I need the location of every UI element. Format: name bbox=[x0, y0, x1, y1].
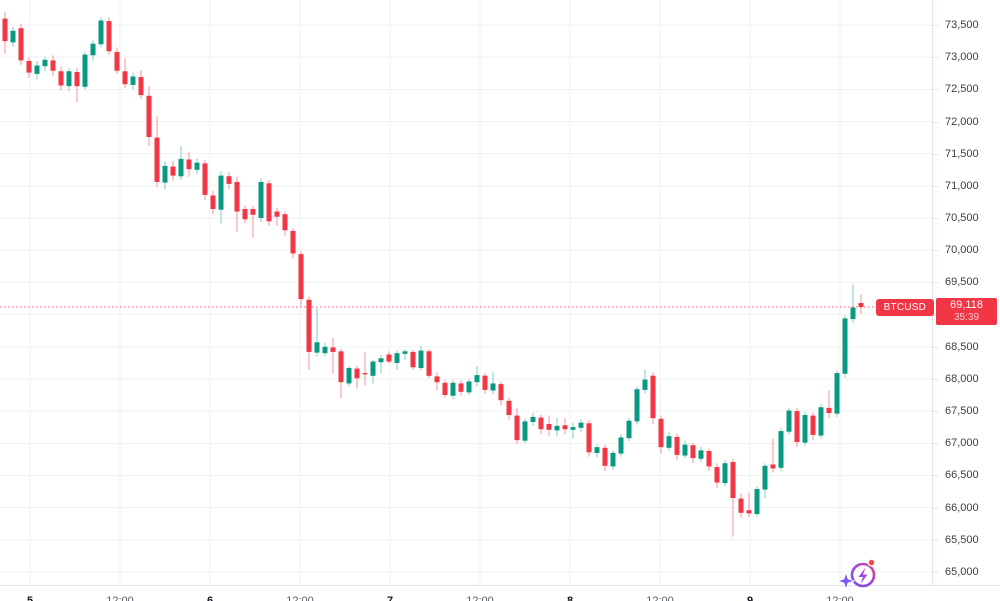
price-tick-mark bbox=[933, 315, 938, 316]
candlestick-chart[interactable] bbox=[0, 0, 932, 600]
time-tick-label: 12:00 bbox=[826, 595, 854, 601]
price-tick-label: 65,500 bbox=[945, 534, 979, 546]
price-tick-mark bbox=[933, 443, 938, 444]
price-tick-label: 68,000 bbox=[945, 373, 979, 385]
price-tick-label: 71,000 bbox=[945, 180, 979, 192]
price-tick-mark bbox=[933, 411, 938, 412]
time-tick-label: 6 bbox=[206, 595, 214, 601]
price-tick-mark bbox=[933, 347, 938, 348]
price-tick-mark bbox=[933, 89, 938, 90]
price-tick-label: 73,000 bbox=[945, 51, 979, 63]
supercharts-spark-icon[interactable] bbox=[836, 548, 880, 592]
time-tick-label: 12:00 bbox=[646, 595, 674, 601]
price-tick-label: 72,500 bbox=[945, 83, 979, 95]
time-axis[interactable]: 5 12:00 6 12:00 7 12:00 8 12:00 9 12:00 bbox=[0, 585, 1000, 601]
time-tick-label: 9 bbox=[746, 595, 754, 601]
price-tick-label: 72,000 bbox=[945, 116, 979, 128]
bar-countdown: 35:39 bbox=[953, 312, 980, 323]
price-tick-label: 70,500 bbox=[945, 212, 979, 224]
time-tick-label: 8 bbox=[566, 595, 574, 601]
price-tick-mark bbox=[933, 25, 938, 26]
price-tick-label: 67,500 bbox=[945, 405, 979, 417]
price-tick-mark bbox=[933, 379, 938, 380]
time-tick-label: 12:00 bbox=[286, 595, 314, 601]
price-tick-mark bbox=[933, 250, 938, 251]
price-tick-label: 70,000 bbox=[945, 244, 979, 256]
price-tick-label: 68,500 bbox=[945, 341, 979, 353]
price-tick-mark bbox=[933, 122, 938, 123]
price-tick-mark bbox=[933, 218, 938, 219]
price-tick-mark bbox=[933, 540, 938, 541]
price-tick-label: 69,500 bbox=[945, 276, 979, 288]
time-tick-label: 12:00 bbox=[106, 595, 134, 601]
price-tick-mark bbox=[933, 475, 938, 476]
time-tick-label: 7 bbox=[386, 595, 394, 601]
time-tick-label: 5 bbox=[26, 595, 34, 601]
symbol-price-line-label: BTCUSD bbox=[875, 299, 934, 316]
last-price-value: 69,118 bbox=[950, 299, 983, 311]
price-tick-label: 67,000 bbox=[945, 437, 979, 449]
price-tick-label: 73,500 bbox=[945, 19, 979, 31]
time-tick-label: 12:00 bbox=[466, 595, 494, 601]
spark-icon-graphic bbox=[836, 558, 876, 591]
price-tick-mark bbox=[933, 186, 938, 187]
price-tick-mark bbox=[933, 57, 938, 58]
last-price-badge: 69,118 35:39 bbox=[936, 298, 997, 325]
price-tick-mark bbox=[933, 508, 938, 509]
price-tick-label: 66,000 bbox=[945, 502, 979, 514]
price-tick-label: 71,500 bbox=[945, 148, 979, 160]
price-tick-mark bbox=[933, 572, 938, 573]
price-tick-label: 65,000 bbox=[945, 566, 979, 578]
price-tick-mark bbox=[933, 282, 938, 283]
price-tick-mark bbox=[933, 154, 938, 155]
price-tick-label: 66,500 bbox=[945, 469, 979, 481]
